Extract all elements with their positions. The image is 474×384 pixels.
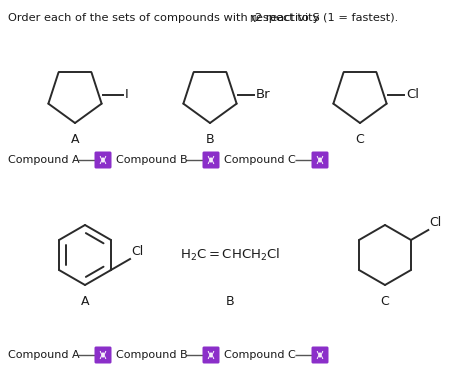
FancyBboxPatch shape <box>311 152 328 169</box>
FancyBboxPatch shape <box>94 152 111 169</box>
Text: Compound A: Compound A <box>8 155 80 165</box>
Text: B: B <box>206 133 214 146</box>
Text: 2 reactivity (1 = fastest).: 2 reactivity (1 = fastest). <box>255 13 398 23</box>
FancyBboxPatch shape <box>202 152 219 169</box>
Text: A: A <box>81 295 89 308</box>
Text: Compound B: Compound B <box>116 155 188 165</box>
FancyBboxPatch shape <box>94 346 111 364</box>
Text: I: I <box>125 88 129 101</box>
Text: Order each of the sets of compounds with respect to S: Order each of the sets of compounds with… <box>8 13 320 23</box>
Text: Compound C: Compound C <box>224 155 296 165</box>
Text: Cl: Cl <box>131 245 143 258</box>
Text: C: C <box>381 295 389 308</box>
Text: Compound C: Compound C <box>224 350 296 360</box>
FancyBboxPatch shape <box>311 346 328 364</box>
Text: H$_2$C$=$CHCH$_2$Cl: H$_2$C$=$CHCH$_2$Cl <box>180 247 280 263</box>
Text: Cl: Cl <box>406 88 419 101</box>
Text: B: B <box>226 295 234 308</box>
FancyBboxPatch shape <box>202 346 219 364</box>
Text: Cl: Cl <box>429 216 442 229</box>
Text: Br: Br <box>256 88 271 101</box>
Text: A: A <box>71 133 79 146</box>
Text: N: N <box>249 15 255 24</box>
Text: Compound A: Compound A <box>8 350 80 360</box>
Text: C: C <box>356 133 365 146</box>
Text: Compound B: Compound B <box>116 350 188 360</box>
